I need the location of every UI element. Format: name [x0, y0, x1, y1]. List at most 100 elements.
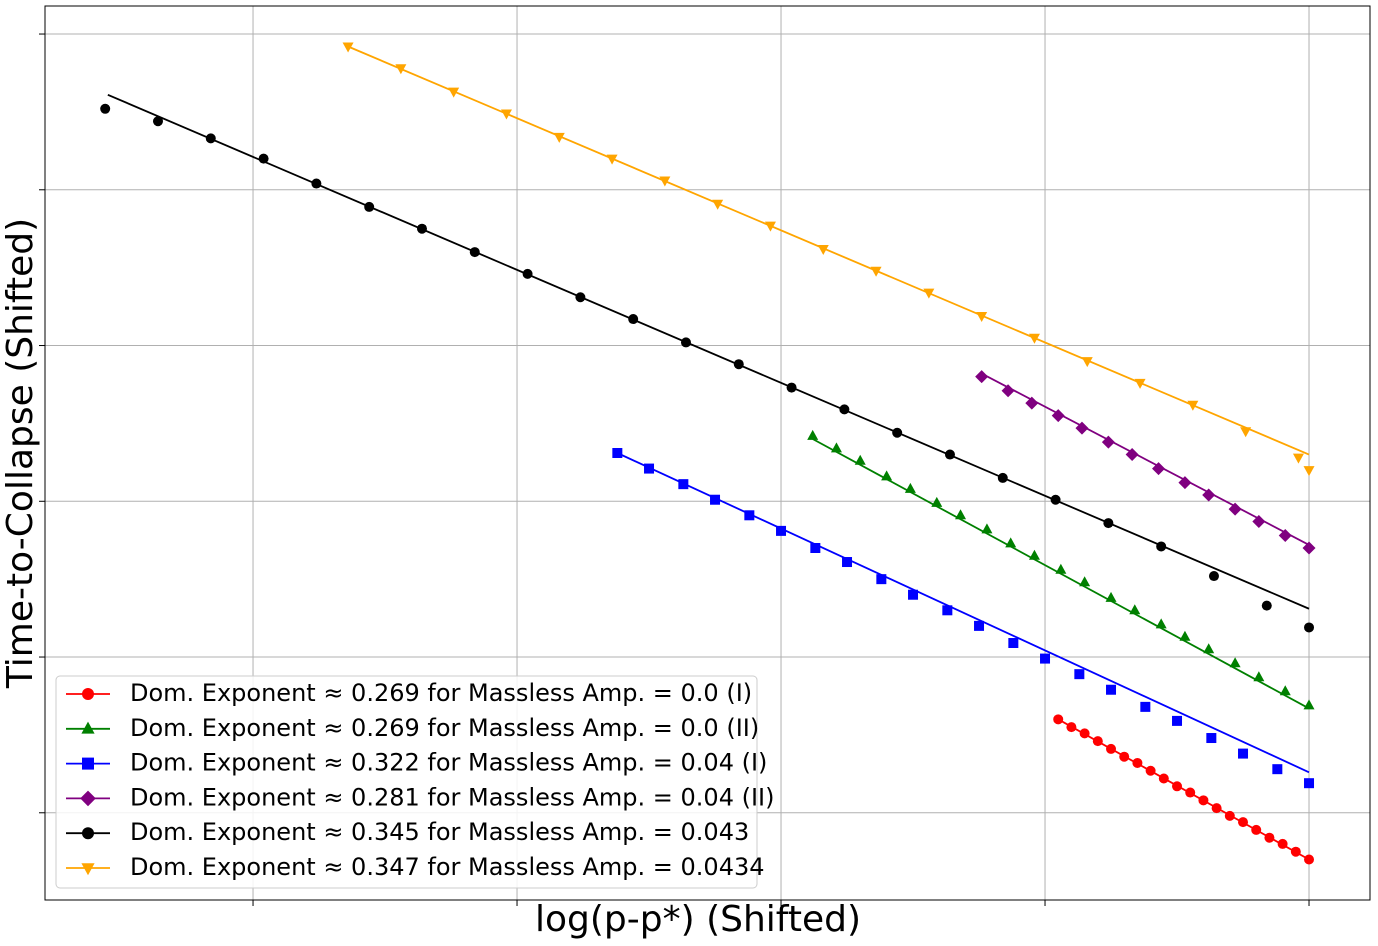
marker [870, 266, 882, 277]
marker [1304, 622, 1315, 633]
marker [1074, 669, 1085, 680]
marker [1156, 541, 1167, 552]
marker [1079, 728, 1090, 739]
marker [997, 472, 1008, 483]
marker [1303, 699, 1315, 710]
marker [628, 314, 639, 325]
marker [881, 470, 893, 481]
marker [1051, 409, 1065, 423]
marker [1278, 529, 1292, 543]
marker [712, 199, 724, 210]
marker [1292, 453, 1304, 464]
marker [1055, 563, 1067, 574]
marker [904, 482, 916, 493]
marker [839, 404, 850, 415]
marker [1224, 810, 1235, 821]
marker [1229, 657, 1241, 668]
marker [1277, 838, 1288, 849]
x-axis-label: log(p-p*) (Shifted) [535, 899, 861, 940]
marker [82, 827, 94, 840]
marker [1152, 462, 1166, 476]
marker [776, 525, 787, 536]
marker [1106, 743, 1117, 754]
marker [1008, 638, 1019, 649]
marker [448, 87, 460, 98]
marker [1125, 448, 1139, 462]
plot-frame [44, 5, 1371, 901]
legend-label: Dom. Exponent ≈ 0.345 for Massless Amp. … [130, 818, 749, 846]
marker [311, 178, 322, 189]
marker [1178, 476, 1192, 490]
marker [955, 509, 967, 520]
marker [892, 427, 903, 438]
marker [205, 133, 216, 144]
marker [733, 359, 744, 370]
marker [364, 201, 375, 212]
marker [908, 589, 919, 600]
marker [710, 494, 721, 505]
marker [659, 176, 671, 187]
marker [1028, 333, 1040, 344]
marker [1053, 714, 1064, 725]
marker [1304, 778, 1315, 789]
marker [1179, 630, 1191, 641]
marker [830, 442, 842, 453]
marker [1140, 701, 1151, 712]
marker [469, 247, 480, 258]
y-axis-label: Time-to-Collapse (Shifted) [0, 218, 41, 689]
marker [82, 757, 94, 770]
marker [974, 620, 985, 631]
marker [1264, 832, 1275, 843]
fit-line [347, 45, 1310, 456]
marker [1134, 378, 1146, 389]
marker [744, 510, 755, 521]
marker [678, 479, 689, 490]
marker [1272, 764, 1283, 775]
marker [842, 557, 853, 568]
marker [1172, 781, 1183, 792]
marker [975, 370, 989, 384]
marker [981, 523, 993, 534]
marker [1251, 824, 1262, 835]
legend-label: Dom. Exponent ≈ 0.281 for Massless Amp. … [130, 783, 774, 811]
marker [807, 429, 819, 440]
marker [1185, 787, 1196, 798]
marker [82, 688, 94, 700]
marker [342, 42, 354, 53]
marker [876, 574, 887, 585]
marker [1252, 515, 1266, 529]
marker [1092, 736, 1103, 747]
marker [810, 543, 821, 554]
marker [1203, 643, 1215, 654]
marker [1158, 773, 1169, 784]
marker [1101, 435, 1115, 449]
marker [1211, 803, 1222, 814]
marker [644, 463, 655, 474]
marker [1145, 765, 1156, 776]
legend-label: Dom. Exponent ≈ 0.322 for Massless Amp. … [130, 749, 767, 777]
marker [258, 153, 269, 164]
marker [152, 116, 163, 127]
marker [764, 221, 776, 232]
marker [80, 790, 96, 807]
marker [1103, 518, 1114, 529]
marker [786, 382, 797, 393]
marker [1028, 549, 1040, 560]
fit-line [107, 93, 1310, 610]
marker [1187, 400, 1199, 411]
marker [976, 311, 988, 322]
legend-label: Dom. Exponent ≈ 0.269 for Massless Amp. … [130, 679, 752, 707]
marker [575, 292, 586, 303]
marker [1155, 618, 1167, 629]
marker [612, 448, 623, 458]
marker [1079, 576, 1091, 587]
marker [923, 288, 935, 299]
marker [1238, 748, 1249, 759]
marker [1228, 502, 1242, 516]
marker [1304, 854, 1315, 865]
marker [606, 154, 618, 165]
marker [81, 863, 95, 876]
marker [1290, 846, 1301, 857]
marker [1253, 671, 1265, 682]
